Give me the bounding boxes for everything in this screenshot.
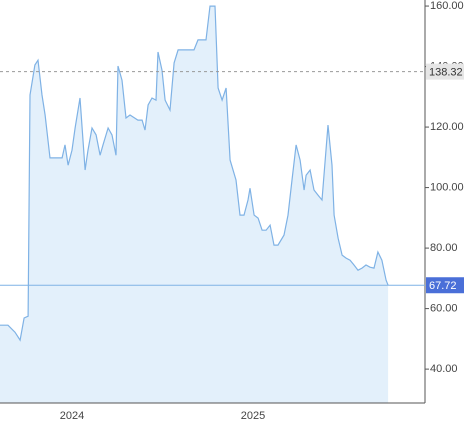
x-tick-label: 2024 bbox=[60, 410, 84, 422]
reference-label: 67.72 bbox=[429, 280, 457, 292]
y-tick-label: 120.00 bbox=[430, 121, 464, 133]
reference-label-box bbox=[426, 277, 464, 294]
y-tick-label: 60.00 bbox=[430, 303, 458, 315]
line bbox=[0, 5, 389, 342]
x-tick-label: 2025 bbox=[241, 410, 265, 422]
reference-label: 138.32 bbox=[429, 67, 463, 79]
y-tick-label: 160.00 bbox=[430, 0, 464, 12]
y-tick-label: 40.00 bbox=[430, 363, 458, 375]
area bbox=[0, 6, 389, 403]
y-tick-label: 100.00 bbox=[430, 181, 464, 193]
reference-label-box bbox=[426, 63, 464, 80]
y-tick-label: 80.00 bbox=[430, 242, 458, 254]
